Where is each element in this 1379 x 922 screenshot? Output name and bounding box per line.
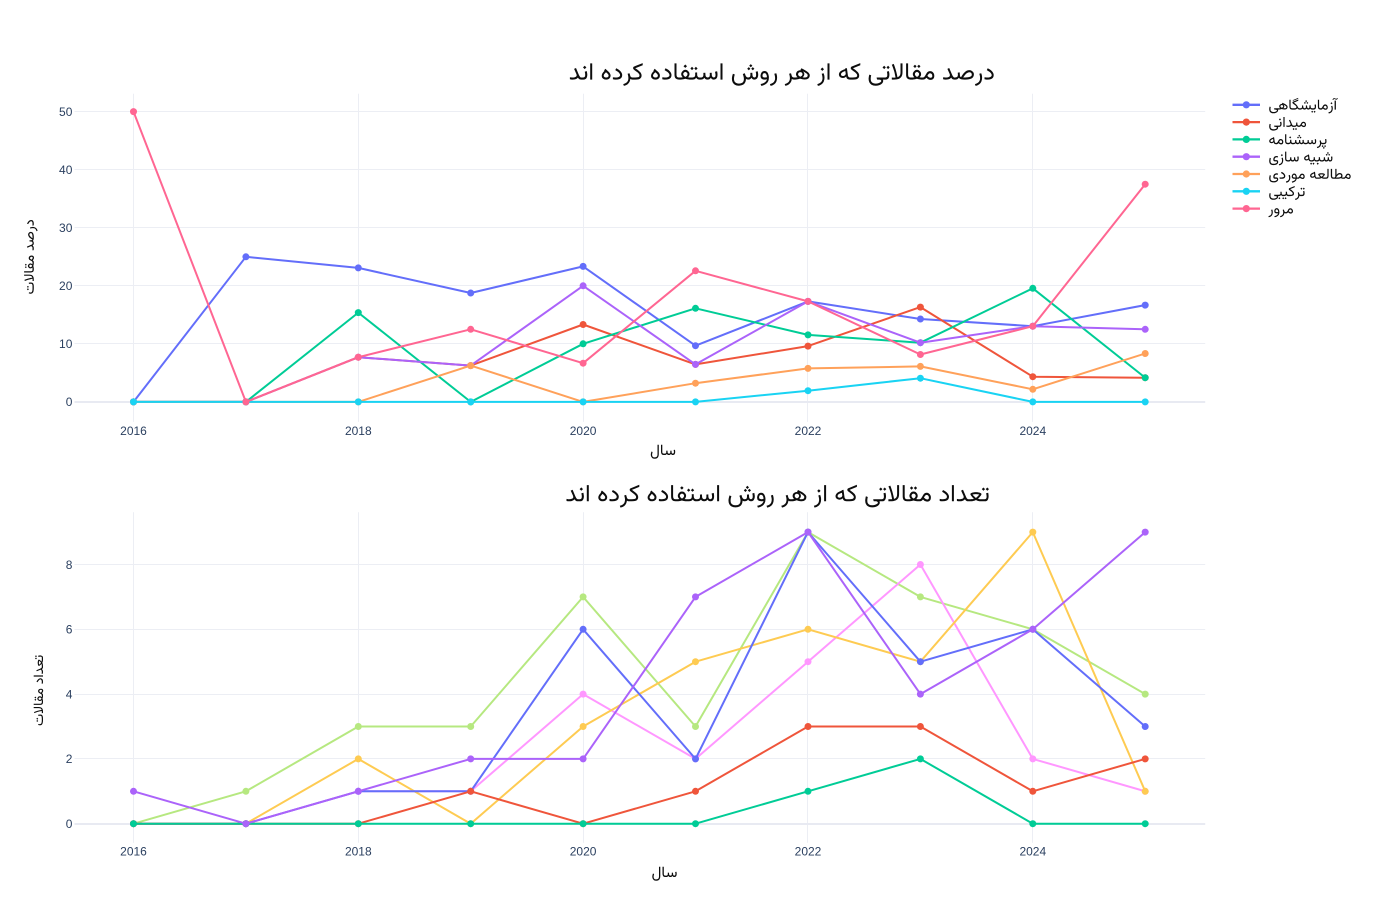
svg-text:6: 6: [66, 623, 73, 637]
svg-text:20: 20: [59, 279, 73, 293]
svg-text:2018: 2018: [345, 844, 372, 858]
svg-text:0: 0: [66, 395, 73, 409]
svg-text:2022: 2022: [795, 844, 822, 858]
svg-text:2024: 2024: [1019, 424, 1046, 438]
svg-text:50: 50: [59, 105, 73, 119]
svg-text:2020: 2020: [570, 844, 597, 858]
svg-text:4: 4: [66, 687, 73, 701]
svg-text:2016: 2016: [120, 844, 147, 858]
svg-text:40: 40: [59, 163, 73, 177]
svg-text:2018: 2018: [345, 424, 372, 438]
svg-text:8: 8: [66, 558, 73, 572]
svg-text:2022: 2022: [795, 424, 822, 438]
svg-text:2016: 2016: [120, 424, 147, 438]
svg-text:10: 10: [59, 337, 73, 351]
svg-text:30: 30: [59, 221, 73, 235]
svg-text:2: 2: [66, 752, 73, 766]
svg-text:2024: 2024: [1019, 844, 1046, 858]
svg-text:2020: 2020: [570, 424, 597, 438]
svg-text:0: 0: [66, 817, 73, 831]
